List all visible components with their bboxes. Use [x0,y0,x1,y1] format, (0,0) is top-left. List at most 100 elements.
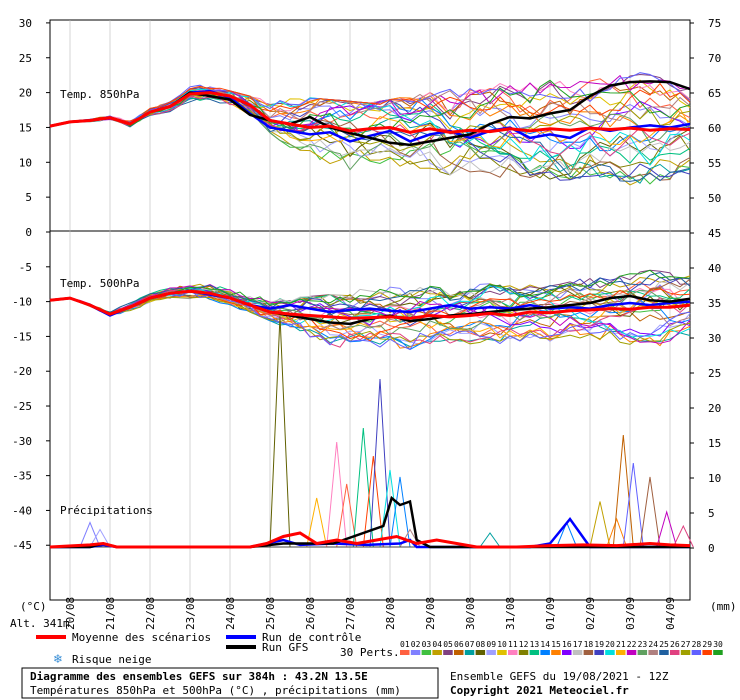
legend-pert-number: 22 [627,640,637,649]
footer-title: Diagramme des ensembles GEFS sur 384h : … [30,670,368,683]
legend-pert-number: 21 [616,640,626,649]
legend-pert-swatch [680,650,691,655]
t850-mean-line [49,91,691,134]
legend-pert-swatch [529,650,540,655]
x-tick-label: 27/08 [344,597,357,630]
legend-pert-swatch [464,650,475,655]
t500-pert-line [49,272,691,316]
legend-pert-swatch [443,650,453,655]
precip-spike [379,469,401,548]
right-tick-label: 40 [708,262,721,275]
legend-pert-number: 09 [486,640,496,649]
legend-pert-swatch [562,650,572,655]
precip-spike [656,510,678,548]
legend-pert-swatch [583,650,594,655]
precip-spike [269,315,291,548]
legend-pert-number: 17 [573,640,583,649]
t500-pert-line [49,285,691,323]
precip-spike [352,427,374,548]
legend-pert-swatch [702,650,712,655]
legend-pert-number: 25 [659,640,669,649]
legend-pert-number: 26 [670,640,680,649]
x-tick-label: 28/08 [384,597,397,630]
left-tick-label: 15 [19,121,32,134]
footer: Diagramme des ensembles GEFS sur 384h : … [21,667,669,699]
legend-mean-label: Moyenne des scénarios [72,631,211,644]
legend-pert-number: 23 [638,640,648,649]
legend-pert-number: 14 [540,640,550,649]
legend-pert-swatch [432,650,442,655]
legend-pert-number: 27 [681,640,691,649]
legend-gfs-label: Run GFS [262,641,308,654]
footer-run-info: Ensemble GEFS du 19/08/2021 - 12Z [450,670,669,683]
labels-layer: 302520151050-5-10-15-20-25-30-35-40-4575… [10,17,737,630]
legend-pert-swatch [410,650,421,655]
legend-pert-swatch [518,650,529,655]
legend-pert-number: 20 [605,640,615,649]
left-tick-label: 0 [25,226,32,239]
legend-pert-number: 16 [562,640,572,649]
left-unit: (°C) [20,600,47,613]
legend-pert-swatch [486,650,496,655]
legend-pert-number: 04 [432,640,442,649]
t850-pert-line [49,92,691,152]
legend-pert-number: 07 [465,640,475,649]
precip-label: Précipitations [60,504,153,517]
precip-spike [336,483,358,548]
legend-pert-number: 13 [530,640,540,649]
legend-pert-swatch [551,650,561,655]
legend-pert-swatch [572,650,583,655]
t850-pert-line [49,72,691,127]
left-tick-label: 20 [19,87,32,100]
right-tick-label: 45 [708,227,721,240]
series-layer [49,72,694,549]
legend-pert-number: 12 [519,640,529,649]
legend-pert-swatch [659,650,669,655]
right-tick-label: 50 [708,192,721,205]
footer-copyright: Copyright 2021 Meteociel.fr [450,684,629,697]
right-unit: (mm) [710,600,737,613]
panel-lower-frame [49,230,691,601]
right-tick-label: 65 [708,87,721,100]
legend-pert-swatch [475,650,486,655]
x-tick-label: 02/09 [584,597,597,630]
x-tick-label: 30/08 [464,597,477,630]
x-tick-label: 04/09 [664,597,677,630]
right-tick-label: 30 [708,332,721,345]
t850-pert-line [49,73,691,127]
t850-label: Temp. 850hPa [60,88,139,101]
legend-pert-swatch [648,650,658,655]
t500-mean-line [49,289,691,320]
precip-mean-line [49,531,691,549]
legend-pert-swatch [454,650,464,655]
precip-spike [589,501,611,548]
right-tick-label: 60 [708,122,721,135]
x-tick-label: 25/08 [264,597,277,630]
legend-pert-number: 19 [594,640,604,649]
left-tick-label: -5 [19,261,32,274]
legend-snow-label: Risque neige [72,653,151,666]
precip-spike [89,528,111,548]
precip-spike [622,462,644,548]
legend-pert-swatch [637,650,648,655]
left-tick-label: 30 [19,17,32,30]
t850-pert-line [49,95,691,185]
left-tick-label: 10 [19,156,32,169]
t850-pert-line [49,82,691,127]
legend-pert-number: 24 [648,640,658,649]
t500-pert-line [49,269,691,314]
precip-spike [79,521,101,548]
axes-layer [46,22,694,549]
legend-pert-swatch [540,650,550,655]
precip-spike [306,497,328,548]
legend-pert-swatch [508,650,518,655]
x-tick-label: 03/09 [624,597,637,630]
footer-subtitle: Températures 850hPa et 500hPa (°C) , pré… [30,684,401,697]
right-tick-label: 25 [708,367,721,380]
right-tick-label: 70 [708,52,721,65]
precip-spike [479,532,501,548]
x-tick-label: 24/08 [224,597,237,630]
legend-control-label: Run de contrôle [262,631,361,644]
x-tick-label: 21/08 [104,597,117,630]
right-tick-label: 5 [708,507,715,520]
